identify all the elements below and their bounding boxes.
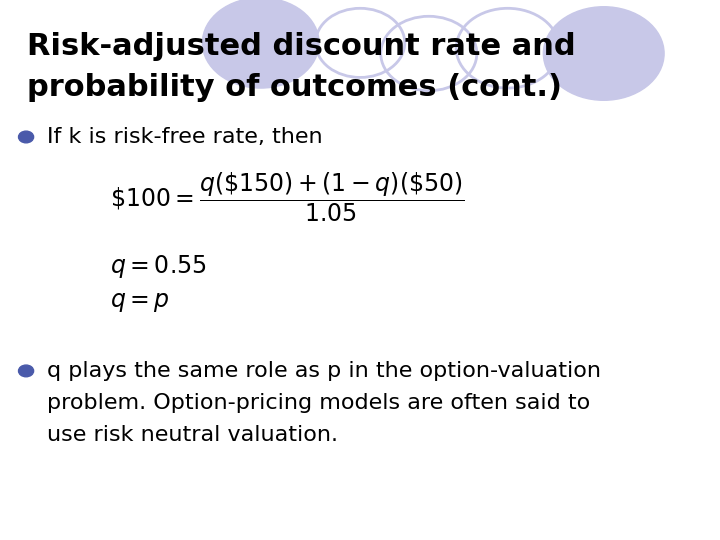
Text: $q = 0.55$: $q = 0.55$ (109, 253, 207, 280)
Text: q plays the same role as p in the option-valuation: q plays the same role as p in the option… (47, 361, 600, 381)
Circle shape (544, 6, 664, 100)
Text: $\$100 = \dfrac{q(\$150) + (1-q)(\$50)}{1.05}$: $\$100 = \dfrac{q(\$150) + (1-q)(\$50)}{… (109, 171, 464, 224)
Text: If k is risk-free rate, then: If k is risk-free rate, then (47, 127, 323, 147)
Text: Risk-adjusted discount rate and: Risk-adjusted discount rate and (27, 32, 576, 61)
Text: $q = p$: $q = p$ (109, 290, 170, 314)
Text: use risk neutral valuation.: use risk neutral valuation. (47, 425, 338, 445)
Text: probability of outcomes (cont.): probability of outcomes (cont.) (27, 73, 562, 102)
Circle shape (19, 365, 34, 377)
Circle shape (202, 0, 319, 88)
Circle shape (19, 131, 34, 143)
Text: problem. Option-pricing models are often said to: problem. Option-pricing models are often… (47, 393, 590, 413)
